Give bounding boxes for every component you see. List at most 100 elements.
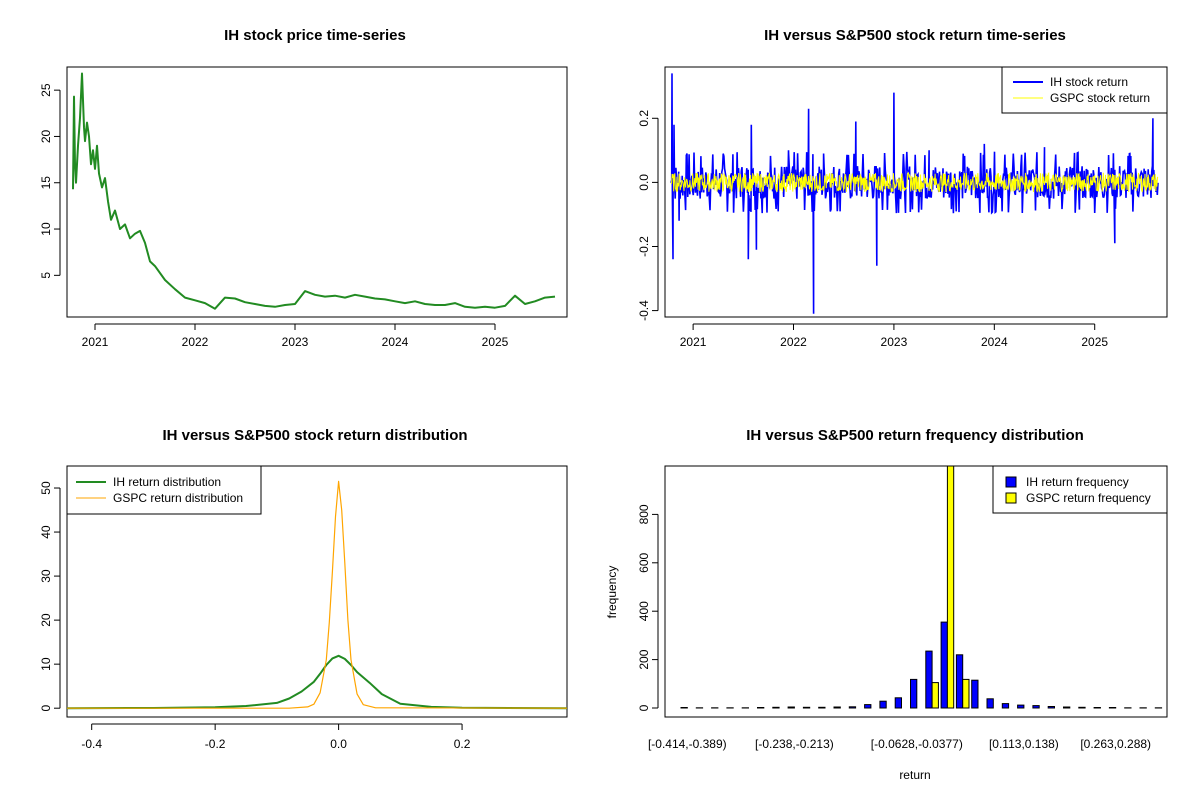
y-tick-label: 10 [39,222,53,236]
plot-area [72,72,556,310]
ih-frequency-bar [1032,705,1040,709]
y-tick-label: 0.0 [637,174,651,191]
ih-frequency-bar [864,704,872,709]
legend-box [1001,66,1168,114]
x-tick-label: [-0.0628,-0.0377) [871,737,963,751]
ih-frequency-bar [1063,706,1071,709]
ih-frequency-bar [955,654,964,709]
price-line [72,72,556,310]
x-tick-label: 2025 [482,335,509,349]
panel-histogram: IH versus S&P500 return frequency distri… [605,427,1168,782]
plot-box [664,465,1168,718]
x-axis-label: return [899,768,930,782]
legend-label: IH return distribution [113,475,221,489]
x-tick-label: -0.4 [81,737,102,751]
y-tick-label: -0.4 [637,300,651,321]
plot-box [66,465,568,718]
y-tick-label: 15 [39,176,53,190]
plot-area [670,73,1159,314]
y-tick-label: 5 [39,272,53,279]
ih-frequency-bar [818,706,826,709]
legend: IH return distribution GSPC return distr… [66,465,262,515]
y-tick-label: 0 [637,704,651,711]
ih-frequency-bar [757,707,765,709]
plot-area [680,465,1163,709]
y-tick-label: 50 [39,481,53,495]
ih-frequency-bar [971,679,979,709]
ih-frequency-bar [1047,706,1055,709]
legend-label: IH return frequency [1026,475,1129,489]
gspc-return-line [670,171,1159,193]
ih-frequency-bar [1078,706,1086,709]
legend-label: GSPC return frequency [1026,491,1151,505]
ih-frequency-bar [879,700,887,709]
legend-label: IH stock return [1050,75,1128,89]
ih-frequency-bar [940,621,948,709]
ih-frequency-bar [772,706,780,709]
ih-frequency-bar [925,650,933,709]
plot-area [66,480,568,710]
y-axis-label: frequency [605,566,619,619]
x-tick-label: [-0.238,-0.213) [755,737,834,751]
ih-frequency-bar [787,706,795,709]
x-tick-label: 2022 [182,335,209,349]
x-tick-label: -0.2 [205,737,226,751]
chart-title: IH versus S&P500 return frequency distri… [746,427,1084,444]
y-tick-label: 10 [39,657,53,671]
panel-price: IH stock price time-series 2021 2022 2023 2… [39,27,568,349]
x-tick-label: 2022 [780,335,807,349]
x-tick-label: 2021 [82,335,109,349]
ih-frequency-bar [986,698,994,709]
ih-frequency-bar [1001,703,1010,709]
legend-box [992,465,1168,514]
legend: IH return frequency GSPC return frequenc… [992,465,1168,514]
x-tick-label: 0.2 [454,737,471,751]
chart-title: IH stock price time-series [224,27,406,44]
ih-frequency-bar [1093,707,1101,709]
y-tick-label: 400 [637,601,651,621]
legend-box [66,465,262,515]
legend-label: GSPC return distribution [113,491,243,505]
legend-swatch [1005,476,1017,488]
panel-returns: IH versus S&P500 stock return time-serie… [637,27,1168,349]
x-tick-label: 2024 [981,335,1008,349]
y-tick-label: 0 [39,705,53,712]
chart-title: IH versus S&P500 stock return distributi… [162,427,467,444]
ih-frequency-bar [910,678,918,709]
ih-frequency-bar [680,707,688,709]
y-tick-label: 600 [637,552,651,572]
plot-box [66,66,568,318]
x-tick-label: [0.113,0.138) [989,737,1059,751]
y-tick-label: 20 [39,613,53,627]
y-tick-label: 30 [39,569,53,583]
x-tick-label: [0.263,0.288) [1080,737,1151,751]
y-tick-label: 25 [39,83,53,97]
y-tick-label: -0.2 [637,236,651,257]
ih-frequency-bar [1017,704,1025,709]
axes: -0.4 -0.2 0.0 0.2 0 10 20 30 40 50 [39,481,471,751]
ih-frequency-bar [1108,707,1117,709]
plot-box [664,66,1168,318]
x-tick-label: 2024 [382,335,409,349]
x-tick-label: 0.0 [330,737,347,751]
panel-density: IH versus S&P500 stock return distributi… [39,427,568,751]
axes: 2021 2022 2023 2024 2025 -0.4 -0.2 0.0 0.2 [637,110,1108,349]
ih-density-line [66,654,568,710]
y-tick-label: 0.2 [637,110,651,127]
y-tick-label: 800 [637,504,651,524]
x-tick-label: 2023 [282,335,309,349]
ih-frequency-bar [833,706,841,709]
x-tick-label: [-0.414,-0.389) [648,737,727,751]
legend-swatch [1005,492,1017,504]
gspc-frequency-bar [962,678,970,709]
axes: 0 200 400 600 800 [-0.414,-0.389) [-0.238,-0.2… [637,504,1151,751]
chart-title: IH versus S&P500 stock return time-serie… [764,27,1066,44]
y-tick-label: 200 [637,649,651,669]
ih-frequency-bar [802,706,811,709]
ih-frequency-bar [894,697,903,709]
legend: IH stock return GSPC stock return [1001,66,1168,114]
gspc-frequency-bar [946,465,955,709]
x-tick-label: 2023 [881,335,908,349]
